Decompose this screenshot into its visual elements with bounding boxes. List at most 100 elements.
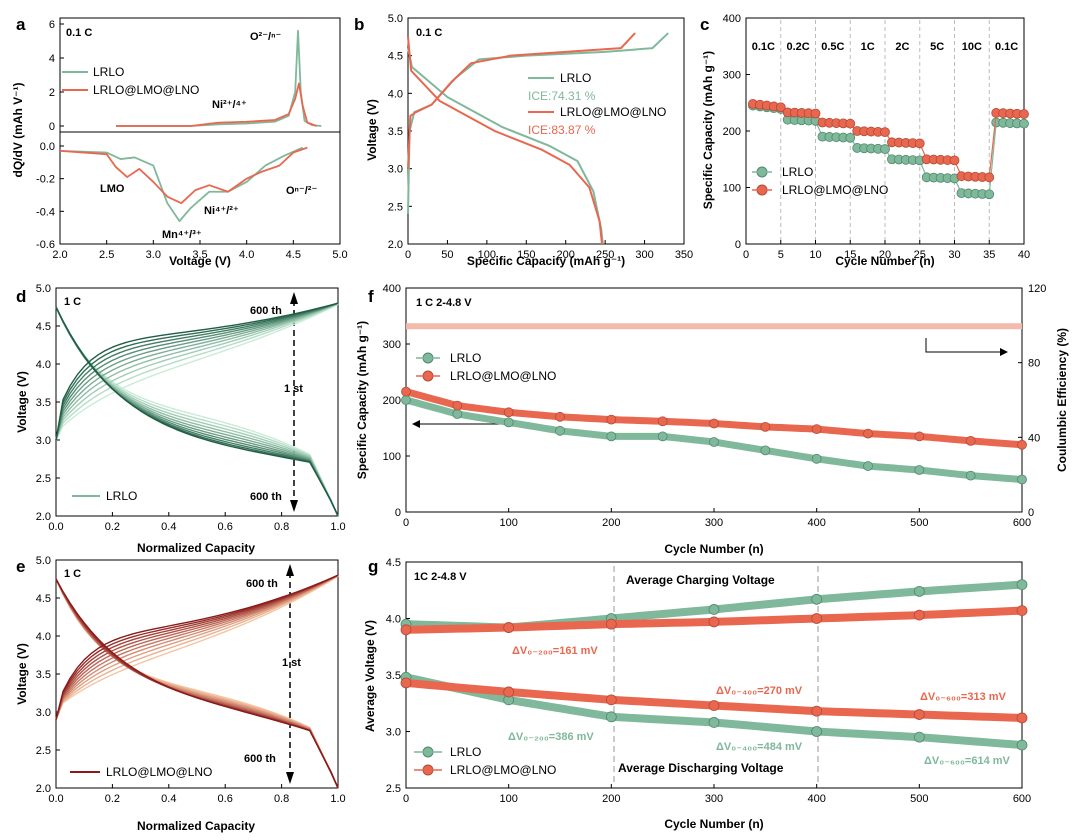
panel-e-rate: 1 C <box>64 568 81 580</box>
panel-f-point-0 <box>401 395 411 405</box>
panel-d-mid-label: 1 st <box>284 383 303 395</box>
panel-b-ytick-label: 4.0 <box>388 88 403 100</box>
panel-g-ytick-label: 4.5 <box>386 557 401 569</box>
panel-d-charge-curve <box>55 303 339 441</box>
panel-d-legend: LRLO <box>106 489 137 503</box>
panel-a-xtick-label: 5.0 <box>332 249 347 261</box>
panel-a-legend-coated: LRLO@LMO@LNO <box>93 83 199 97</box>
panel-f-xtick-label: 0 <box>403 517 409 529</box>
panel-e-discharge-curve <box>55 578 339 789</box>
panel-g-red-delta-200: ΔV₀₋₂₀₀=161 mV <box>512 645 598 657</box>
panel-g-discharge-point-1 <box>503 686 515 698</box>
panel-b-discharge-curve-1 <box>407 36 603 245</box>
panel-f-right-ytick-label: 0 <box>1028 507 1034 519</box>
panel-g-xtick-label: 400 <box>807 793 825 805</box>
panel-a-charge-ytick-label: 0 <box>49 121 55 133</box>
panel-b-ice-lrlo: ICE:74.31 % <box>528 89 596 103</box>
panel-e-ylabel: Voltage (V) <box>15 643 29 705</box>
panel-d-ytick-label: 2.5 <box>36 473 51 485</box>
panel-f-right-ytick-label: 80 <box>1028 358 1040 370</box>
panel-e-xlabel: Normalized Capacity <box>137 819 255 833</box>
panel-e-discharge-curve <box>55 578 339 789</box>
panel-f-point-0 <box>503 417 514 428</box>
panel-g-charge-point-1 <box>811 613 823 624</box>
panel-c-point-0 <box>880 144 890 154</box>
panel-e-arrowhead-down <box>286 772 294 784</box>
panel-b-charge-curve-1 <box>407 32 636 169</box>
panel-d-arrowhead-down <box>290 500 298 512</box>
panel-b-ytick-label: 5.0 <box>388 13 403 25</box>
panel-e-discharge-curve <box>55 578 339 789</box>
panel-f-ytick-label: 200 <box>383 395 401 407</box>
panel-e-ytick-label: 3.0 <box>36 707 51 719</box>
panel-g-charge-point-0 <box>913 585 925 597</box>
panel-f-xlabel: Cycle Number (n) <box>664 542 763 556</box>
panel-f-letter: f <box>368 287 374 306</box>
panel-c-xtick-label: 15 <box>844 249 856 261</box>
panel-f-point-0 <box>606 431 617 442</box>
panel-a-discharge-ytick-label: -0.4 <box>36 206 55 218</box>
panel-d-xtick-label: 0.8 <box>274 521 289 533</box>
panel-f-point-1 <box>709 418 719 429</box>
panel-g-discharge-point-1 <box>913 709 925 720</box>
panel-e-arrowhead-up <box>286 564 294 576</box>
panel-a-annot-o: O²⁻/ⁿ⁻ <box>250 31 281 43</box>
panel-e-ytick-label: 2.0 <box>36 783 51 795</box>
panel-f-point-0 <box>914 465 925 475</box>
panel-f-ytick-label: 0 <box>395 507 401 519</box>
panel-e-xtick-label: 1.0 <box>330 793 345 805</box>
panel-g-legend-lrlo: LRLO <box>450 745 481 759</box>
panel-d-charge-curve <box>55 302 339 441</box>
panel-g-discharge-point-0 <box>1016 739 1028 751</box>
panel-e-discharge-curve <box>55 578 339 789</box>
panel-a-discharge-curve-1 <box>59 146 308 205</box>
panel-d-xtick-label: 0.6 <box>218 521 233 533</box>
panel-a: a 0.1 C O²⁻/ⁿ⁻ Ni²⁺/⁴⁺ LMO Mn⁴⁺/³⁺ Ni⁴⁺/… <box>11 15 348 268</box>
panel-d-ytick-label: 3.5 <box>36 397 51 409</box>
panel-d-xtick-label: 0.4 <box>161 521 176 533</box>
panel-g-green-delta-600: ΔV₀₋₆₀₀=614 mV <box>924 755 1011 767</box>
panel-b-xtick-label: 200 <box>557 249 575 261</box>
panel-e-xtick-label: 0.0 <box>48 793 63 805</box>
panel-f-point-0 <box>555 425 565 436</box>
panel-c-rate-label: 5C <box>930 41 944 53</box>
panel-a-annot-ni42: Ni⁴⁺/²⁺ <box>204 205 239 217</box>
panel-d-discharge-curve <box>55 306 339 517</box>
panel-c-rate-label: 10C <box>962 41 982 53</box>
panel-d-ytick-label: 3.0 <box>36 435 51 447</box>
panel-f-xtick-label: 400 <box>807 517 825 529</box>
panel-c-xtick-label: 20 <box>879 249 891 261</box>
panel-g-xtick-label: 200 <box>602 793 620 805</box>
panel-c-point-1 <box>810 108 821 119</box>
panel-a-xtick-label: 2.0 <box>52 249 67 261</box>
panel-a-letter: a <box>16 15 26 34</box>
panel-c-ytick-label: 400 <box>723 13 741 25</box>
panel-f-right-arrow <box>925 338 1000 353</box>
panel-g-ytick-label: 2.5 <box>386 783 401 795</box>
panel-c-xtick-label: 40 <box>1018 249 1030 261</box>
panel-c-xtick-label: 0 <box>743 249 749 261</box>
panel-d: d 1 C 600 th 1 st 600 th LRLO Normalized… <box>15 283 346 555</box>
panel-e-discharge-curve <box>55 578 339 789</box>
panel-e-legend: LRLO@LMO@LNO <box>106 765 212 779</box>
panel-g-xtick-label: 300 <box>705 793 723 805</box>
panel-g-discharge-point-0 <box>708 717 720 728</box>
panel-d-charge-curve <box>55 302 339 441</box>
panel-c-point-1 <box>1019 109 1029 119</box>
panel-e-discharge-curve <box>55 578 339 789</box>
panel-g-discharge-point-0 <box>913 731 925 743</box>
panel-a-discharge-ytick-label: 0.0 <box>40 141 55 153</box>
panel-f-point-1 <box>863 428 873 439</box>
panel-g-legend-coated: LRLO@LMO@LNO <box>450 763 556 777</box>
panel-c-point-1 <box>775 102 786 113</box>
panel-b-charge-curve-0 <box>407 32 669 214</box>
panel-e-charge-curve <box>55 574 339 720</box>
panel-f-frame <box>405 287 1023 513</box>
panel-c-point-1 <box>949 155 960 166</box>
panel-c-xtick-label: 35 <box>983 249 995 261</box>
panel-c-legend-coated: LRLO@LMO@LNO <box>782 183 888 197</box>
panel-a-charge-curve-0 <box>116 29 322 127</box>
panel-f-point-1 <box>452 400 463 411</box>
panel-c-xtick-label: 5 <box>778 249 784 261</box>
panel-c-point-0 <box>984 189 995 200</box>
